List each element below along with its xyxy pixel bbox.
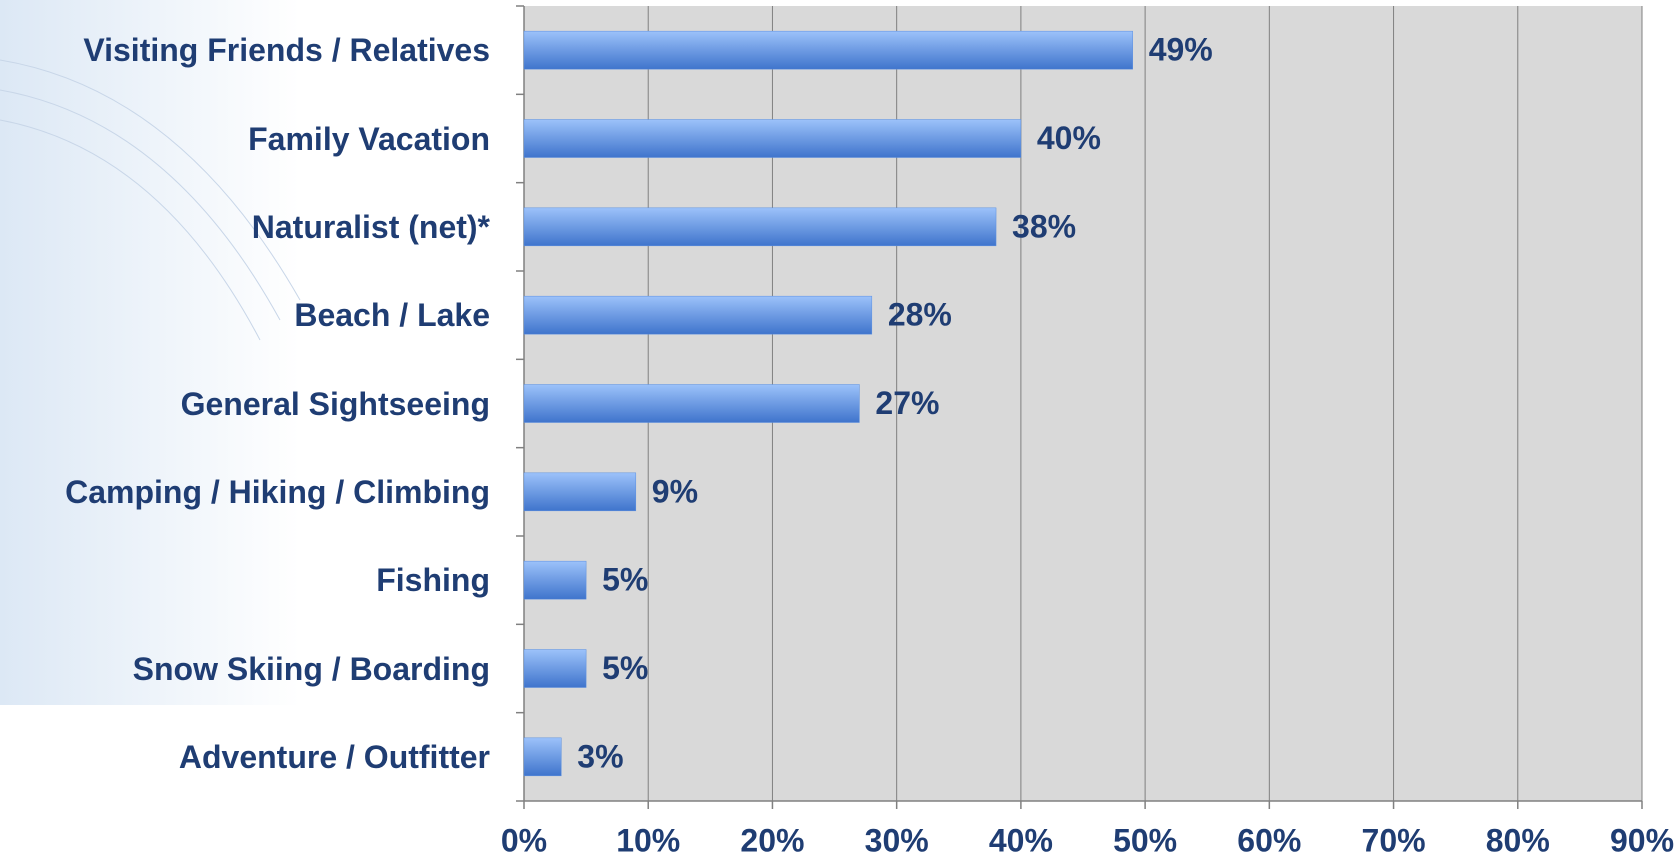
y-tick-label: Snow Skiing / Boarding <box>132 650 490 687</box>
value-label: 38% <box>1012 208 1076 244</box>
background-decoration <box>0 0 300 705</box>
x-tick-label: 50% <box>1113 822 1177 854</box>
value-label: 5% <box>602 650 648 686</box>
value-label: 28% <box>888 297 952 333</box>
x-tick-label: 30% <box>865 822 929 854</box>
bar <box>523 295 873 335</box>
bar <box>523 737 562 777</box>
y-tick-label: Fishing <box>376 562 490 599</box>
bar <box>523 560 587 600</box>
x-tick-label: 90% <box>1610 822 1674 854</box>
y-tick-label: General Sightseeing <box>180 385 490 422</box>
bar <box>523 30 1133 70</box>
value-label: 3% <box>577 738 623 774</box>
x-tick-label: 80% <box>1486 822 1550 854</box>
x-tick-label: 70% <box>1362 822 1426 854</box>
bar <box>523 207 997 247</box>
x-tick-label: 20% <box>740 822 804 854</box>
value-label: 40% <box>1037 120 1101 156</box>
x-tick-label: 10% <box>616 822 680 854</box>
bar <box>523 119 1022 158</box>
value-label: 9% <box>652 473 698 509</box>
value-label: 27% <box>875 385 939 421</box>
bar <box>523 384 860 423</box>
y-tick-label: Beach / Lake <box>294 297 490 334</box>
y-tick-label: Visiting Friends / Relatives <box>83 32 490 69</box>
y-tick-label: Naturalist (net)* <box>251 208 490 245</box>
x-tick-label: 0% <box>501 822 547 854</box>
value-label: 49% <box>1149 32 1213 68</box>
value-label: 5% <box>602 562 648 598</box>
y-tick-label: Family Vacation <box>248 120 490 157</box>
y-tick-label: Camping / Hiking / Climbing <box>65 473 490 510</box>
x-tick-label: 60% <box>1237 822 1301 854</box>
y-tick-label: Adventure / Outfitter <box>178 738 490 775</box>
decoration-lines <box>0 59 301 341</box>
bar <box>523 649 587 688</box>
bar <box>523 472 637 512</box>
x-tick-label: 40% <box>989 822 1053 854</box>
